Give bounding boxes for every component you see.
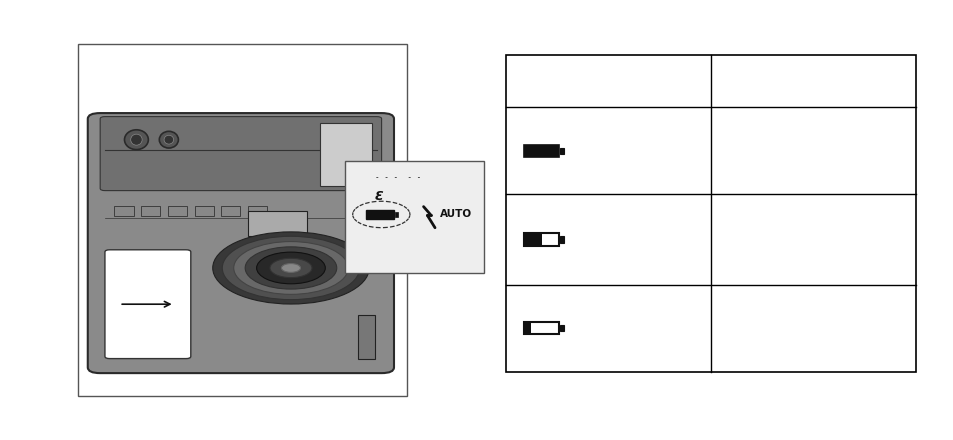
Bar xyxy=(524,323,531,334)
Circle shape xyxy=(213,232,369,304)
Circle shape xyxy=(222,236,359,300)
Bar xyxy=(523,145,558,157)
Ellipse shape xyxy=(164,135,173,144)
Bar xyxy=(357,315,375,359)
Bar xyxy=(248,212,307,236)
Bar xyxy=(559,236,563,242)
Bar xyxy=(559,325,563,331)
Bar xyxy=(248,206,267,216)
Text: AUTO: AUTO xyxy=(439,209,472,220)
Bar xyxy=(345,161,483,273)
FancyBboxPatch shape xyxy=(100,117,381,191)
Bar xyxy=(78,44,407,396)
Circle shape xyxy=(245,247,336,289)
Bar xyxy=(319,123,372,186)
Bar xyxy=(194,206,213,216)
Bar xyxy=(221,206,240,216)
Ellipse shape xyxy=(131,134,142,145)
Text: - - -  - -: - - - - - xyxy=(375,173,420,182)
Bar xyxy=(141,206,160,216)
Text: Ɛ: Ɛ xyxy=(375,191,383,203)
Circle shape xyxy=(270,258,312,278)
Ellipse shape xyxy=(124,130,149,150)
Circle shape xyxy=(266,246,296,260)
FancyBboxPatch shape xyxy=(105,250,191,359)
Bar xyxy=(365,210,394,219)
FancyBboxPatch shape xyxy=(88,113,394,373)
Bar xyxy=(524,234,541,245)
Circle shape xyxy=(233,242,348,294)
Bar xyxy=(505,55,915,372)
Bar xyxy=(395,212,397,216)
Bar xyxy=(523,322,558,334)
Bar xyxy=(559,148,563,154)
Ellipse shape xyxy=(159,131,178,148)
Bar xyxy=(168,206,187,216)
Bar xyxy=(523,233,558,246)
Circle shape xyxy=(256,252,325,284)
Bar xyxy=(114,206,133,216)
Circle shape xyxy=(281,264,300,272)
